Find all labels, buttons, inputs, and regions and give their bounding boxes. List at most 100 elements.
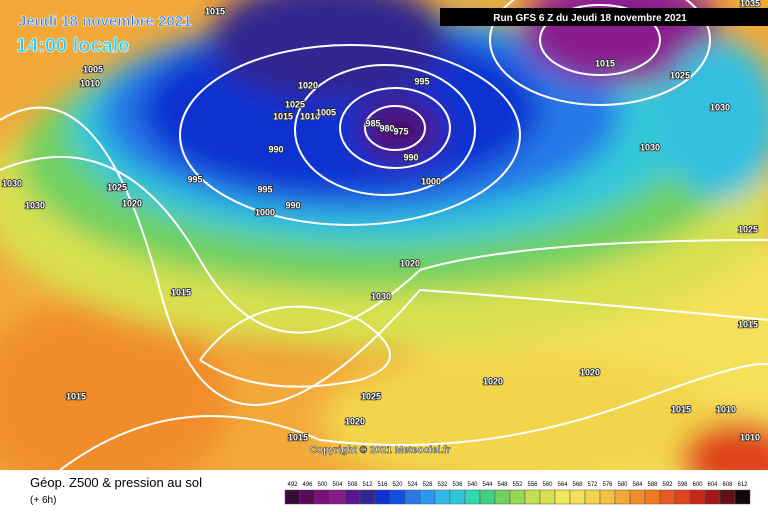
scale-swatch [374,489,391,505]
isobar-label: 995 [187,174,202,184]
scale-label: 600 [692,482,703,488]
isobar-label: 1015 [671,404,691,414]
scale-swatch [659,489,676,505]
scale-swatch [419,489,436,505]
scale-swatch [329,489,346,505]
footer-title: Géop. Z500 & pression au sol [30,475,202,490]
run-label: Run GFS 6 Z du Jeudi 18 novembre 2021 [493,13,687,24]
scale-swatch [674,489,691,505]
scale-swatch [614,489,631,505]
scale-swatch [434,489,451,505]
scale-label: 548 [497,482,508,488]
scale-swatch [404,489,421,505]
isobar-label: 1020 [298,80,318,90]
scale-swatch [359,489,376,505]
isobar-label: 995 [414,76,429,86]
isobar-label: 1025 [361,391,381,401]
scale-label: 552 [512,482,523,488]
isobar-label: 1005 [316,107,336,117]
copyright: Copyright © 2021 Meteociel.fr [310,445,451,456]
isobar-label: 1015 [595,58,615,68]
isobar-label: 1000 [255,207,275,217]
scale-label: 532 [437,482,448,488]
scale-label: 536 [452,482,463,488]
isobar-label: 995 [257,184,272,194]
isobar-label: 1015 [738,319,758,329]
isobar-label: 1015 [171,287,191,297]
scale-label: 556 [527,482,538,488]
isobar-label: 990 [268,144,283,154]
run-box [440,8,768,26]
scale-label: 540 [467,482,478,488]
isobar-label: 1010 [740,432,760,442]
scale-swatch [599,489,616,505]
scale-swatch [704,489,721,505]
scale-swatch [584,489,601,505]
isobar-label: 1030 [710,102,730,112]
scale-swatch [314,489,331,505]
isobar-label: 1025 [738,224,758,234]
time-label: 14:00 locale [16,35,129,57]
scale-label: 608 [722,482,733,488]
isobar-label: 1005 [83,64,103,74]
scale-swatch [734,489,751,505]
isobar-label: 1030 [25,200,45,210]
scale-swatch [389,489,406,505]
scale-label: 528 [422,482,433,488]
scale-label: 580 [617,482,628,488]
isobar-labels: 1015102010351005101010209951025101510101… [1,0,761,443]
scale-label: 592 [662,482,673,488]
isobar-label: 1015 [66,391,86,401]
isobar-label: 1015 [205,6,225,16]
isobar-label: 990 [403,152,418,162]
isobar-label: 1010 [716,404,736,414]
isobar-label: 1025 [670,70,690,80]
scale-swatch [554,489,571,505]
footer-lead: (+ 6h) [30,495,56,506]
isobar-label: 985 [365,118,380,128]
isobar-label: 1030 [640,142,660,152]
scale-label: 492 [287,482,298,488]
isobar-label: 1025 [285,99,305,109]
scale-swatch [524,489,541,505]
isobar-label: 1000 [421,176,441,186]
scale-label: 588 [647,482,658,488]
scale-label: 612 [737,482,748,488]
isobar-label: 1025 [107,182,127,192]
scale-label: 504 [332,482,343,488]
scale-label: 500 [317,482,328,488]
isobar-label: 1035 [740,0,760,8]
scale-label: 596 [677,482,688,488]
scale-label: 512 [362,482,373,488]
scale-swatch [449,489,466,505]
scale-swatch [689,489,706,505]
isobar-label: 1020 [580,367,600,377]
isobar-label: 1020 [400,258,420,268]
isobar-label: 1010 [300,111,320,121]
isobar-label: 975 [393,126,408,136]
scale-swatch [509,489,526,505]
scale-swatch [719,489,736,505]
isobar-label: 1020 [122,198,142,208]
isobar-label: 1020 [483,376,503,386]
scale-label: 544 [482,482,493,488]
scale-label: 604 [707,482,718,488]
scale-swatch [629,489,646,505]
scale-label: 520 [392,482,403,488]
scale-label: 576 [602,482,613,488]
scale-label: 584 [632,482,643,488]
scale-swatch [299,489,316,505]
scale-swatch [284,489,301,505]
scale-label: 496 [302,482,313,488]
isobar-label: 1020 [345,416,365,426]
isobar-label: 1015 [288,432,308,442]
scale-label: 508 [347,482,358,488]
scale-label: 564 [557,482,568,488]
scale-swatch [644,489,661,505]
date-label: Jeudi 18 novembre 2021 [18,13,191,30]
isobar-label: 980 [379,123,394,133]
color-scale: 492 496 500 504 508 512 516 520 524 528 532 536 540 5… [284,482,751,505]
scale-swatch [569,489,586,505]
